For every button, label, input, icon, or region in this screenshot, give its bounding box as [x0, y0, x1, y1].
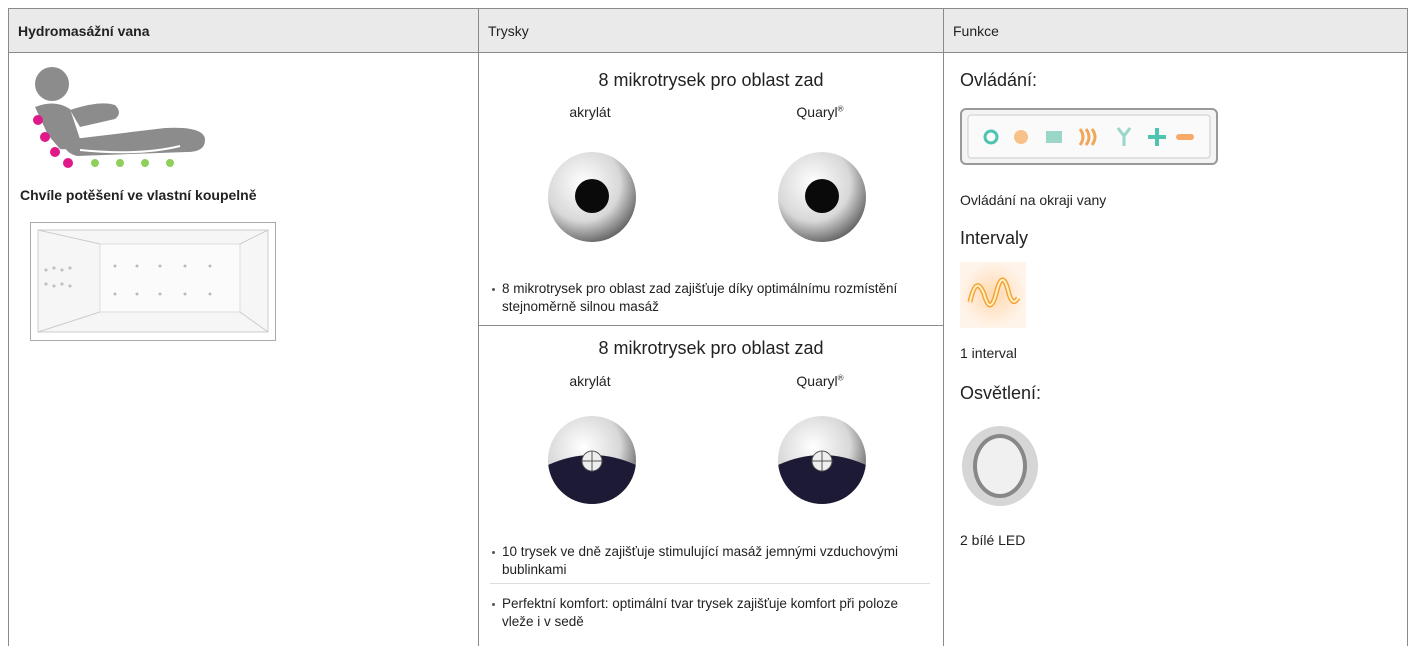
bullet: 8 mikrotrysek pro oblast zad zajišťuje d…: [490, 280, 930, 316]
border: [943, 8, 944, 646]
material-name: Quaryl: [796, 373, 838, 389]
interval-icon: [960, 262, 1026, 328]
jet-title: 8 mikrotrysek pro oblast zad: [598, 338, 824, 358]
jet-image: [548, 152, 636, 242]
function-caption: 2 bílé LED: [960, 532, 1026, 548]
function-heading: Intervaly: [960, 228, 1029, 248]
jet-image: [778, 416, 866, 504]
material: akrylát: [569, 104, 611, 120]
function-heading: Osvětlení:: [960, 383, 1042, 403]
material: akrylát: [569, 373, 611, 389]
jet-image: [778, 152, 866, 242]
led-icon: [962, 426, 1038, 506]
function-caption: 1 interval: [960, 345, 1017, 361]
border: [1407, 8, 1408, 646]
border: [8, 8, 9, 646]
trademark: ®: [837, 104, 844, 114]
column-header: Hydromasážní vana: [8, 8, 479, 53]
bullet: Perfektní komfort: optimální tvar trysek…: [490, 595, 930, 631]
divider: [478, 325, 944, 326]
bullet: 10 trysek ve dně zajišťuje stimulující m…: [490, 543, 930, 579]
control-panel-image: [960, 108, 1218, 165]
material: Quaryl®: [770, 373, 870, 389]
column-header: Trysky: [478, 8, 944, 53]
jet-image: [548, 416, 636, 504]
material: Quaryl®: [770, 104, 870, 120]
jet-title: 8 mikrotrysek pro oblast zad: [598, 70, 824, 90]
border: [478, 8, 479, 646]
trademark: ®: [837, 373, 844, 383]
tub-diagram: [30, 222, 276, 341]
function-caption: Ovládání na okraji vany: [960, 192, 1107, 208]
subtitle: Chvíle potěšení ve vlastní koupelně: [20, 187, 257, 203]
material-name: Quaryl: [796, 104, 838, 120]
massage-icon: [33, 67, 205, 168]
divider: [490, 583, 930, 584]
column-header: Funkce: [943, 8, 1408, 53]
function-heading: Ovládání:: [960, 70, 1038, 90]
